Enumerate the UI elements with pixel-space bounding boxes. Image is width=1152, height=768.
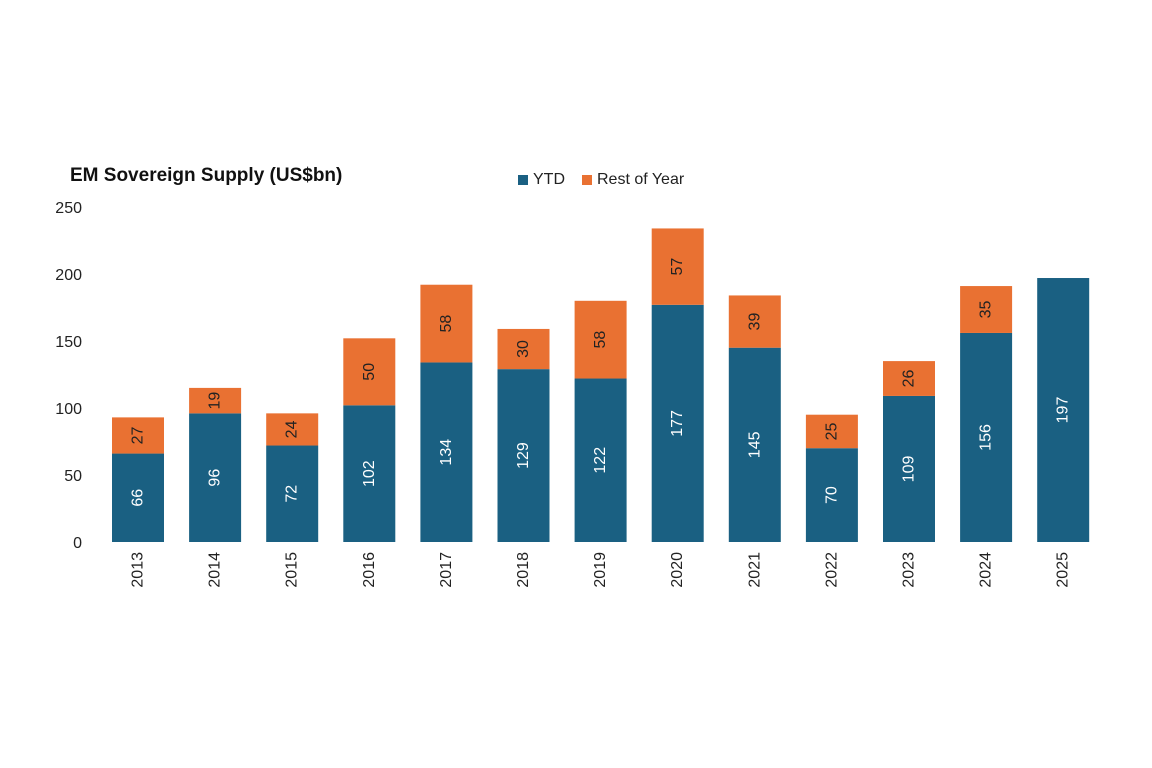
bar-ytd-2022[interactable] <box>805 448 858 542</box>
legend-item-rest-of-year[interactable]: Rest of Year <box>582 171 684 189</box>
data-label-rest-of-year-2020: 57 <box>669 258 686 276</box>
x-tick-label: 2016 <box>361 552 378 588</box>
bar-ytd-2013[interactable] <box>112 453 164 542</box>
data-label-rest-of-year-2021: 39 <box>746 313 763 331</box>
data-label-ytd-2017: 134 <box>438 439 455 466</box>
x-tick-label: 2020 <box>669 552 686 588</box>
bar-rest-of-year-2022[interactable] <box>805 414 858 449</box>
data-label-rest-of-year-2023: 26 <box>901 370 918 388</box>
x-tick-label: 2021 <box>746 552 763 588</box>
bar-ytd-2017[interactable] <box>420 362 473 542</box>
x-tick-label: 2017 <box>438 552 455 588</box>
data-label-ytd-2021: 145 <box>746 431 763 458</box>
legend-label-rest-of-year: Rest of Year <box>597 171 685 188</box>
bar-ytd-2020[interactable] <box>651 304 704 542</box>
bar-ytd-2024[interactable] <box>960 332 1013 542</box>
x-tick-label: 2015 <box>284 552 301 588</box>
data-label-ytd-2019: 122 <box>592 447 609 474</box>
x-tick-label: 2018 <box>515 552 532 588</box>
bar-rest-of-year-2015[interactable] <box>266 413 319 446</box>
bar-rest-of-year-2013[interactable] <box>112 417 164 454</box>
data-label-ytd-2023: 109 <box>901 456 918 483</box>
x-tick-label: 2014 <box>207 552 224 588</box>
bar-rest-of-year-2021[interactable] <box>728 295 781 348</box>
bar-ytd-2015[interactable] <box>266 445 319 542</box>
data-label-ytd-2016: 102 <box>361 460 378 487</box>
data-label-ytd-2020: 177 <box>669 410 686 437</box>
data-label-rest-of-year-2018: 30 <box>515 340 532 358</box>
bar-rest-of-year-2018[interactable] <box>497 328 550 370</box>
data-label-rest-of-year-2019: 58 <box>592 331 609 349</box>
bar-rest-of-year-2024[interactable] <box>960 286 1013 333</box>
bar-rest-of-year-2023[interactable] <box>883 361 935 396</box>
x-axis: 2013 2014 2015 2016 2017 2018 2019 2020 2021 2022… <box>130 552 1072 588</box>
bar-ytd-2021[interactable] <box>728 347 781 542</box>
y-tick-label: 150 <box>55 334 82 351</box>
data-label-rest-of-year-2013: 27 <box>130 426 147 444</box>
bars: 66 27 96 19 72 24 102 50 134 58 129 30 122 58 177 57 145… <box>112 228 1090 542</box>
y-tick-label: 100 <box>55 401 82 418</box>
bar-rest-of-year-2014[interactable] <box>189 387 242 414</box>
legend-label-ytd: YTD <box>533 171 565 188</box>
y-tick-label: 200 <box>55 267 82 284</box>
y-tick-label: 50 <box>64 468 82 485</box>
bar-rest-of-year-2019[interactable] <box>574 300 627 379</box>
data-label-rest-of-year-2015: 24 <box>284 420 301 438</box>
data-label-ytd-2014: 96 <box>207 469 224 487</box>
data-label-rest-of-year-2014: 19 <box>207 392 224 410</box>
bar-rest-of-year-2016[interactable] <box>343 338 396 406</box>
x-tick-label: 2019 <box>592 552 609 588</box>
data-label-rest-of-year-2024: 35 <box>978 301 995 319</box>
y-tick-label: 250 <box>55 200 82 217</box>
data-label-ytd-2025: 197 <box>1055 397 1072 424</box>
legend-item-ytd[interactable]: YTD <box>518 171 565 189</box>
x-tick-label: 2023 <box>901 552 918 588</box>
bar-ytd-2019[interactable] <box>574 378 627 542</box>
data-label-ytd-2013: 66 <box>130 489 147 507</box>
legend-swatch-ytd <box>518 175 528 185</box>
y-tick-label: 0 <box>73 535 82 552</box>
data-label-ytd-2024: 156 <box>978 424 995 451</box>
x-tick-label: 2025 <box>1055 552 1072 588</box>
data-label-ytd-2015: 72 <box>284 485 301 503</box>
data-label-rest-of-year-2017: 58 <box>438 315 455 333</box>
data-label-rest-of-year-2016: 50 <box>361 363 378 381</box>
bar-ytd-2014[interactable] <box>189 413 242 542</box>
bar-ytd-2016[interactable] <box>343 405 396 542</box>
data-label-ytd-2018: 129 <box>515 442 532 469</box>
bar-rest-of-year-2017[interactable] <box>420 284 473 363</box>
bar-rest-of-year-2020[interactable] <box>651 228 704 305</box>
legend: YTD Rest of Year <box>518 171 701 189</box>
bar-ytd-2023[interactable] <box>883 395 935 542</box>
x-tick-label: 2022 <box>823 552 840 588</box>
x-tick-label: 2024 <box>978 552 995 588</box>
bar-ytd-2018[interactable] <box>497 369 550 542</box>
legend-swatch-rest-of-year <box>582 175 592 185</box>
bar-ytd-2025[interactable] <box>1037 278 1090 542</box>
data-label-rest-of-year-2022: 25 <box>823 422 840 440</box>
y-axis: 0 50 100 150 200 250 <box>55 200 82 552</box>
data-label-ytd-2022: 70 <box>823 486 840 504</box>
x-tick-label: 2013 <box>130 552 147 588</box>
chart-title: EM Sovereign Supply (US$bn) <box>70 165 343 186</box>
